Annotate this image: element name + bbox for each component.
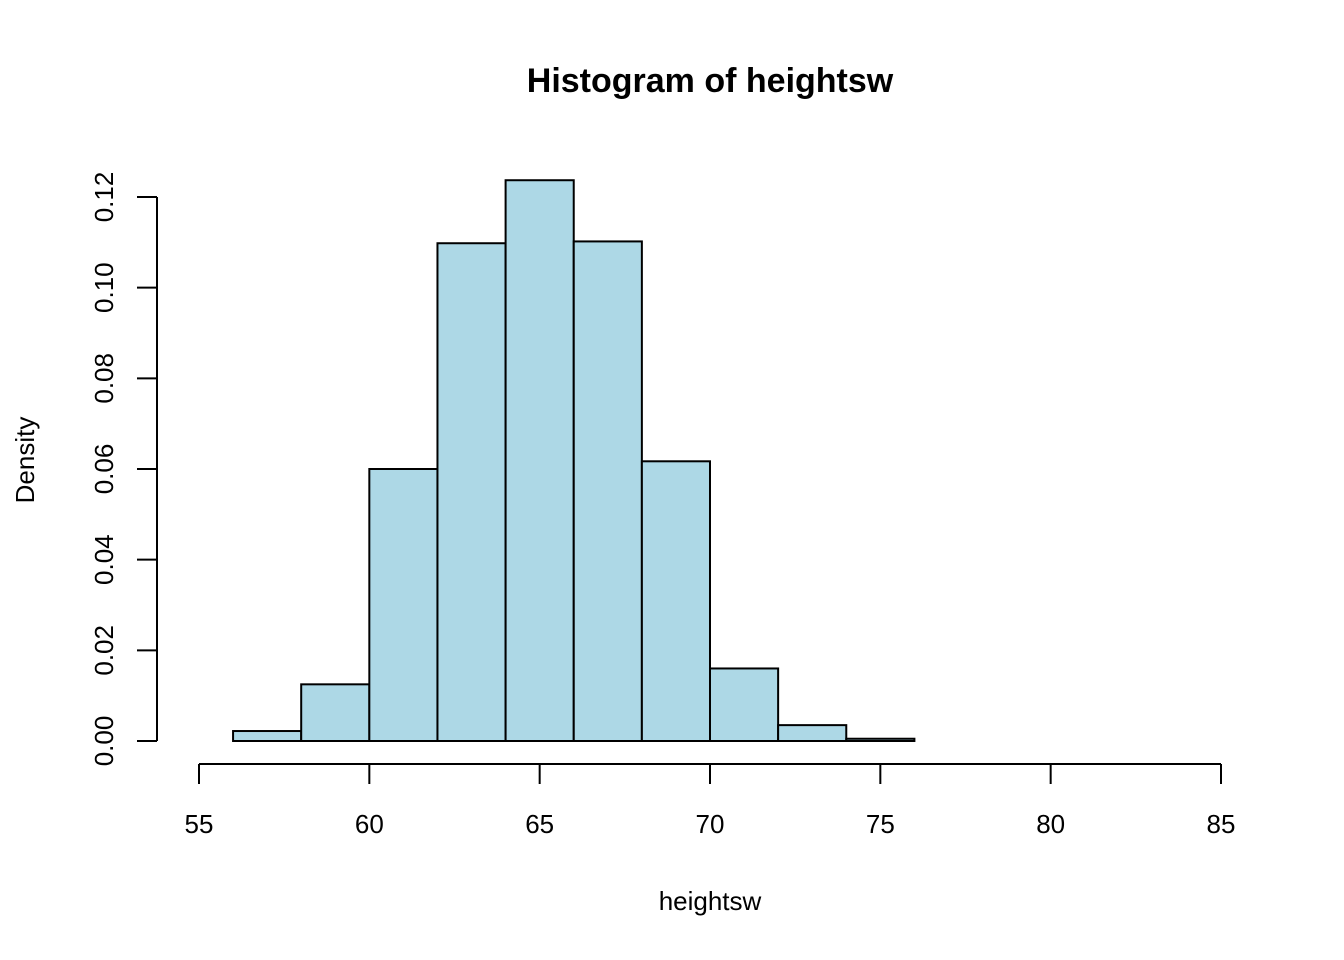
- y-tick-label: 0.10: [89, 262, 119, 313]
- y-tick-label: 0.02: [89, 625, 119, 676]
- histogram-bar-68-70: [640, 460, 711, 742]
- y-axis: 0.00 0.02 0.04 0.06 0.08 0.10 0.12: [89, 172, 158, 767]
- y-tick-label: 0.08: [89, 353, 119, 404]
- histogram-bar-56-58: [232, 730, 303, 743]
- histogram-bar-70-72: [709, 667, 780, 743]
- histogram-bar-60-62: [368, 468, 439, 742]
- x-axis: 55 60 65 70 75 80 85: [185, 763, 1236, 839]
- y-axis-label: Density: [10, 417, 40, 504]
- histogram-bar-74-76: [845, 737, 916, 743]
- x-tick-label: 85: [1207, 809, 1236, 839]
- histogram-bar-62-64: [436, 242, 507, 743]
- y-tick-label: 0.12: [89, 172, 119, 223]
- x-tick-label: 55: [185, 809, 214, 839]
- y-tick-label: 0.00: [89, 716, 119, 767]
- x-tick-label: 65: [525, 809, 554, 839]
- histogram-bars: [232, 179, 916, 743]
- x-tick-label: 75: [866, 809, 895, 839]
- x-axis-label: heightsw: [659, 886, 762, 916]
- histogram-bar-66-68: [572, 240, 643, 742]
- histogram-bar-58-60: [300, 683, 371, 742]
- x-tick-label: 70: [696, 809, 725, 839]
- histogram-bar-64-66: [504, 179, 575, 742]
- histogram-bar-72-74: [777, 724, 848, 743]
- x-tick-label: 80: [1036, 809, 1065, 839]
- y-tick-label: 0.06: [89, 444, 119, 495]
- chart-title: Histogram of heightsw: [527, 62, 894, 100]
- x-tick-label: 60: [355, 809, 384, 839]
- y-tick-label: 0.04: [89, 534, 119, 585]
